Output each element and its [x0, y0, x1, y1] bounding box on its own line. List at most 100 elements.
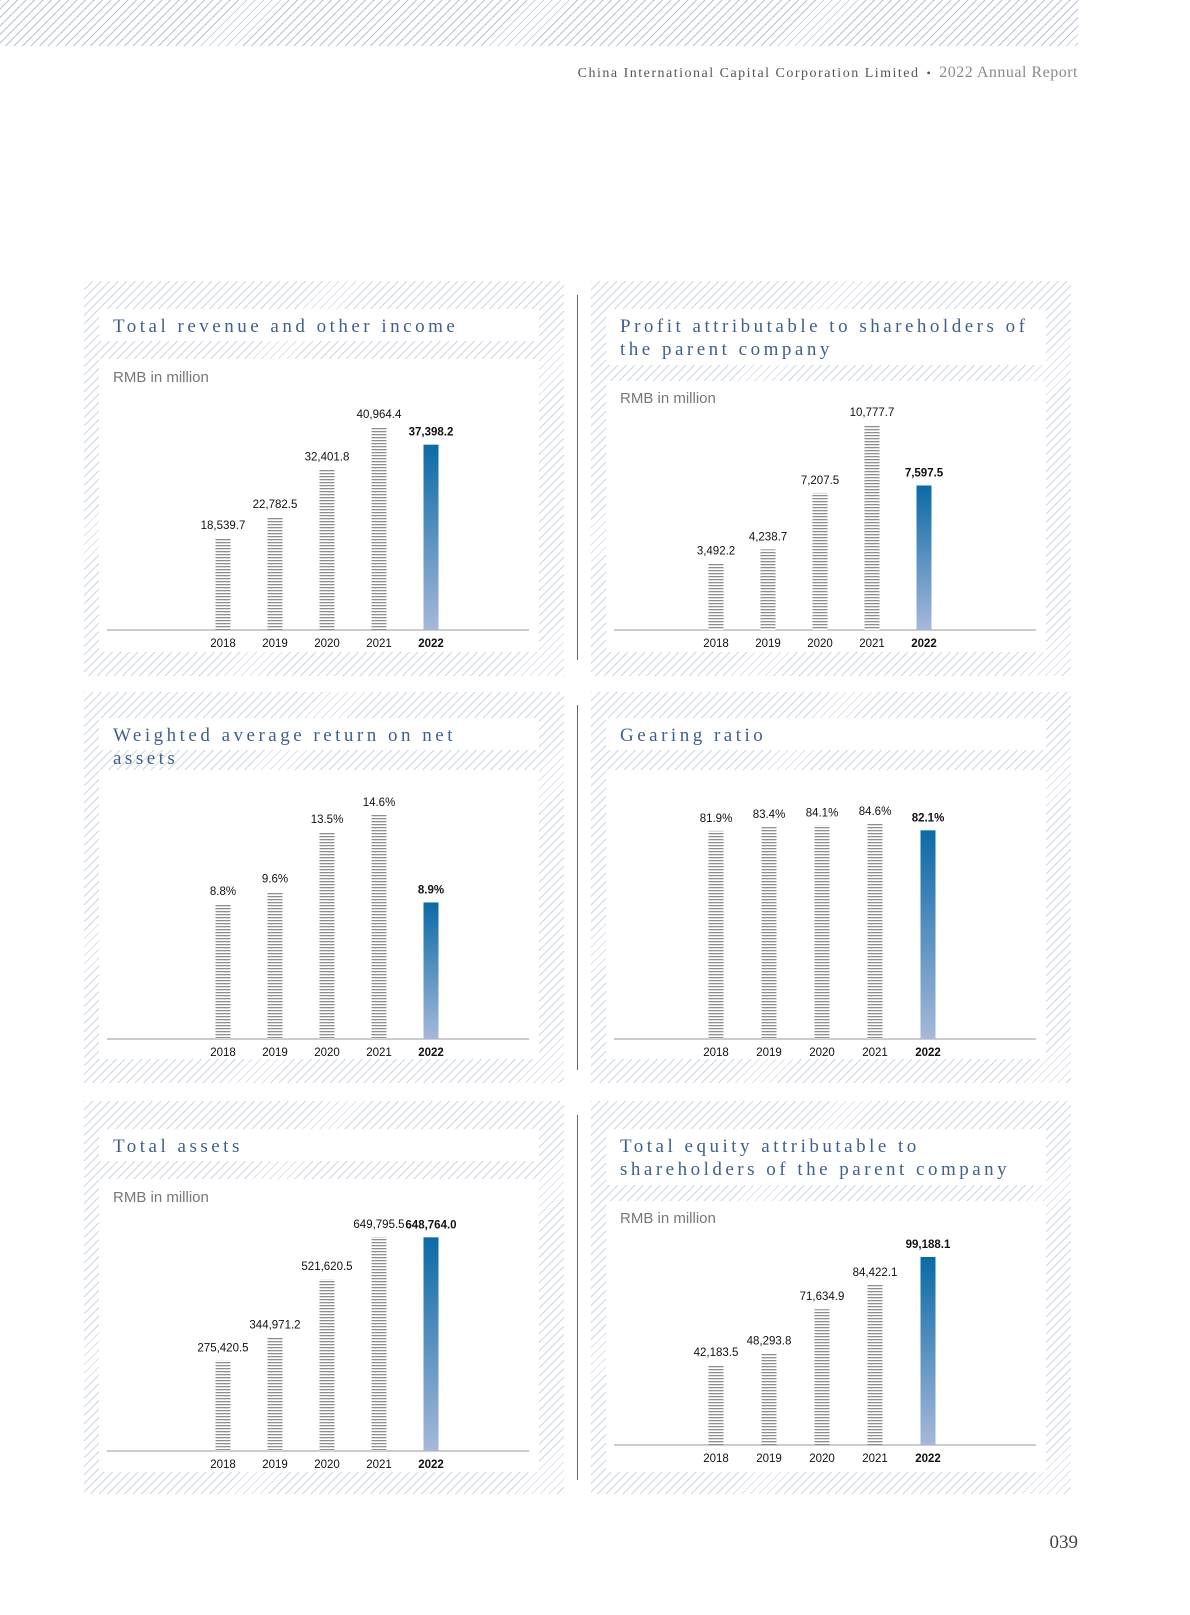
panel-gearing-ratio: Gearing ratio 81.9% 2018 83.4% 2019 84.1% 202…	[591, 692, 1071, 1083]
data-label-2020: 13.5%	[311, 814, 344, 826]
tick-label-2018: 2018	[210, 1047, 236, 1059]
tick-label-2020: 2020	[314, 638, 340, 650]
tick-label-2019: 2019	[262, 1047, 288, 1059]
bar-2022	[423, 1237, 439, 1451]
data-label-2021: 84,422.1	[853, 1267, 898, 1279]
data-label-2018: 275,420.5	[197, 1342, 248, 1354]
panel-total-equity: Total equity attributable to shareholder…	[591, 1101, 1071, 1494]
column-divider	[577, 295, 578, 660]
tick-label-2021: 2021	[859, 638, 885, 650]
tick-label-2021: 2021	[862, 1047, 888, 1059]
tick-label-2020: 2020	[314, 1459, 340, 1471]
panel-profit: Profit attributable to shareholders of t…	[591, 281, 1071, 676]
tick-label-2022: 2022	[915, 1047, 941, 1059]
bar-2020	[814, 825, 830, 1039]
data-label-2020: 521,620.5	[301, 1261, 352, 1273]
data-label-2021: 14.6%	[363, 797, 396, 809]
data-label-2022: 7,597.5	[905, 467, 944, 479]
chart-area: RMB in million 3,492.2 2018 4,238.7 2019 7,2…	[606, 381, 1046, 652]
chart-unit: RMB in million	[113, 369, 209, 386]
tick-label-2019: 2019	[756, 1453, 782, 1465]
data-label-2018: 18,539.7	[201, 520, 246, 532]
tick-label-2020: 2020	[807, 638, 833, 650]
data-label-2020: 84.1%	[806, 807, 839, 819]
data-label-2022: 99,188.1	[906, 1239, 951, 1251]
bar-chart: 3,492.2 2018 4,238.7 2019 7,207.5 2020 10,777.…	[614, 407, 1036, 650]
bar-2022	[423, 902, 439, 1039]
data-label-2020: 32,401.8	[305, 451, 350, 463]
tick-label-2020: 2020	[809, 1453, 835, 1465]
tick-label-2022: 2022	[911, 638, 937, 650]
bar-2019	[267, 517, 283, 630]
bar-2020	[319, 831, 335, 1039]
tick-label-2019: 2019	[755, 638, 781, 650]
chart-area: RMB in million 42,183.5 2018 48,293.8 2019 7…	[606, 1201, 1046, 1472]
data-label-2019: 4,238.7	[749, 531, 787, 543]
header-company: China International Capital Corporation …	[577, 66, 920, 81]
tick-label-2018: 2018	[703, 1453, 729, 1465]
bar-2018	[215, 538, 231, 630]
bar-chart: 18,539.7 2018 22,782.5 2019 32,401.8 2020 40,9…	[107, 409, 529, 650]
bar-2019	[267, 891, 283, 1039]
bar-2021	[371, 1237, 387, 1451]
bar-2019	[267, 1337, 283, 1451]
bar-2021	[867, 1284, 883, 1445]
bar-2020	[814, 1309, 830, 1445]
panel-total-revenue: Total revenue and other income RMB in mi…	[84, 281, 564, 676]
tick-label-2019: 2019	[262, 1459, 288, 1471]
chart-title: Gearing ratio	[606, 718, 1046, 750]
tick-label-2021: 2021	[862, 1453, 888, 1465]
data-label-2019: 9.6%	[262, 874, 288, 886]
column-divider	[577, 1115, 578, 1480]
page-number: 039	[1049, 1532, 1079, 1553]
chart-title: Total equity attributable to shareholder…	[606, 1129, 1046, 1185]
tick-label-2021: 2021	[366, 1047, 392, 1059]
tick-label-2018: 2018	[703, 638, 729, 650]
tick-label-2022: 2022	[418, 1047, 444, 1059]
bar-2021	[864, 425, 880, 630]
chart-title: Weighted average return on net assets	[99, 718, 539, 769]
data-label-2018: 81.9%	[700, 813, 733, 825]
bar-2021	[867, 824, 883, 1039]
chart-unit: RMB in million	[620, 1210, 716, 1227]
bar-2018	[708, 830, 724, 1039]
bar-2022	[423, 444, 439, 630]
bar-2018	[215, 903, 231, 1039]
data-label-2019: 83.4%	[753, 809, 786, 821]
chart-area: RMB in million 18,539.7 2018 22,782.5 2019 3…	[99, 359, 539, 652]
bar-chart: 275,420.5 2018 344,971.2 2019 521,620.5 2020 6…	[107, 1219, 529, 1471]
data-label-2022: 8.9%	[418, 884, 444, 896]
header-report: 2022 Annual Report	[939, 64, 1078, 81]
tick-label-2018: 2018	[210, 1459, 236, 1471]
bar-chart: 8.8% 2018 9.6% 2019 13.5% 2020 14.6% 2021 8.9% 20…	[107, 797, 529, 1059]
chart-area: 8.8% 2018 9.6% 2019 13.5% 2020 14.6% 2021 8.9% 20…	[99, 770, 539, 1059]
chart-area: RMB in million 275,420.5 2018 344,971.2 201…	[99, 1179, 539, 1472]
chart-unit: RMB in million	[620, 390, 716, 407]
chart-title: Profit attributable to shareholders of t…	[606, 309, 1046, 365]
bar-2020	[319, 469, 335, 630]
bar-2019	[761, 1353, 777, 1445]
bar-2022	[920, 830, 936, 1039]
data-label-2019: 22,782.5	[253, 499, 298, 511]
data-label-2022: 37,398.2	[409, 427, 454, 439]
tick-label-2021: 2021	[366, 1459, 392, 1471]
bar-2021	[371, 815, 387, 1039]
data-label-2021: 649,795.5	[353, 1219, 404, 1231]
panel-weighted-return: Weighted average return on net assets 8.…	[84, 692, 564, 1083]
chart-title: Total assets	[99, 1129, 539, 1161]
tick-label-2019: 2019	[756, 1047, 782, 1059]
tick-label-2020: 2020	[314, 1047, 340, 1059]
data-label-2022: 648,764.0	[405, 1219, 456, 1231]
data-label-2018: 3,492.2	[697, 546, 735, 558]
tick-label-2018: 2018	[703, 1047, 729, 1059]
page-header: China International Capital Corporation …	[578, 64, 1078, 82]
tick-label-2021: 2021	[366, 638, 392, 650]
data-label-2021: 10,777.7	[850, 407, 895, 419]
tick-label-2022: 2022	[418, 1459, 444, 1471]
bar-2018	[708, 563, 724, 630]
tick-label-2022: 2022	[418, 638, 444, 650]
header-separator: •	[926, 66, 933, 80]
bar-chart: 42,183.5 2018 48,293.8 2019 71,634.9 2020 84,4…	[614, 1239, 1036, 1465]
chart-unit: RMB in million	[113, 1189, 209, 1206]
data-label-2019: 48,293.8	[747, 1335, 792, 1347]
